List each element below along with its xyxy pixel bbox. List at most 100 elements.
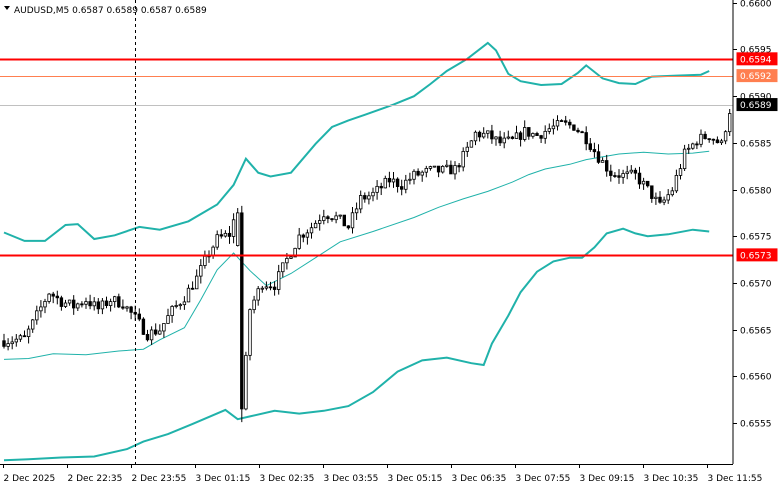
candle	[613, 172, 617, 178]
candle-body	[30, 319, 35, 330]
candle	[96, 298, 100, 314]
candle	[588, 138, 592, 152]
candle-body	[650, 185, 654, 199]
candle-body	[141, 318, 146, 335]
candle	[633, 167, 638, 180]
candle	[149, 326, 154, 345]
time-tick-label: 2 Dec 23:55	[132, 474, 187, 484]
candle	[666, 189, 670, 204]
dropdown-triangle-icon[interactable]	[4, 6, 10, 10]
candle	[330, 218, 334, 222]
candle	[342, 214, 346, 227]
candle-body	[158, 330, 162, 335]
candle	[440, 165, 445, 174]
price-tick-label: 0.6585	[740, 140, 772, 150]
candle-body	[149, 329, 154, 341]
candle	[51, 291, 55, 304]
candle	[309, 222, 314, 239]
candle-body	[543, 130, 547, 139]
candle	[47, 292, 51, 304]
candle	[477, 130, 482, 142]
candle	[506, 130, 510, 140]
candle-body	[55, 295, 59, 299]
candle	[350, 206, 355, 234]
candle-body	[10, 341, 14, 345]
candle-body	[35, 310, 39, 321]
candle-body	[334, 215, 338, 221]
candle-body	[613, 175, 617, 177]
candle	[10, 336, 14, 350]
candle-body	[420, 171, 424, 176]
candle-body	[719, 140, 724, 144]
candle-body	[633, 169, 638, 174]
candle	[564, 115, 568, 126]
candle-body	[416, 170, 420, 176]
candle	[391, 171, 396, 188]
candle-body	[215, 234, 219, 248]
candle	[728, 108, 732, 136]
candle	[371, 187, 375, 202]
candle-body	[682, 148, 687, 170]
candle-body	[408, 178, 412, 181]
candle-body	[440, 165, 445, 173]
candle	[650, 185, 654, 203]
candle	[326, 215, 330, 224]
candle-body	[43, 301, 47, 308]
candle	[547, 123, 551, 135]
candle	[227, 226, 232, 244]
candle	[133, 305, 137, 321]
candle	[170, 305, 174, 323]
candle-body	[711, 138, 715, 141]
candle-body	[568, 121, 572, 126]
candle	[719, 138, 724, 145]
candle	[457, 163, 461, 173]
candle	[367, 191, 371, 205]
candle-body	[182, 301, 187, 306]
candle-body	[153, 329, 158, 335]
candle-body	[125, 306, 129, 309]
time-tick-label: 2 Dec 2025	[4, 474, 56, 484]
candle-body	[391, 178, 396, 183]
candle	[158, 324, 162, 335]
candle-body	[256, 288, 260, 301]
candle-body	[346, 225, 351, 229]
candle-body	[59, 297, 64, 307]
level-tag-support-label: 0.6573	[740, 251, 772, 261]
level-tag-support-box	[736, 248, 778, 262]
candle	[26, 325, 31, 344]
candle-body	[293, 247, 297, 258]
candle-body	[506, 136, 510, 139]
candle	[723, 130, 728, 145]
candle-body	[322, 216, 326, 221]
candle	[2, 333, 6, 349]
price-tick-label: 0.6560	[740, 373, 772, 383]
candle-body	[646, 180, 650, 187]
candle-body	[592, 149, 597, 153]
candle-body	[18, 335, 23, 340]
candle	[551, 118, 556, 135]
candle-body	[678, 168, 683, 176]
candle-body	[252, 299, 256, 311]
candle-body	[326, 216, 330, 220]
candle	[481, 127, 486, 139]
candle	[178, 303, 182, 310]
candle	[63, 299, 68, 308]
candle-body	[354, 208, 359, 214]
candle	[465, 141, 469, 157]
candle-body	[227, 232, 232, 237]
candle	[358, 190, 363, 214]
candle-body	[625, 171, 629, 174]
candle-body	[494, 136, 498, 140]
candle	[473, 130, 478, 146]
candle-body	[596, 151, 601, 163]
candle-body	[469, 140, 474, 148]
candle	[621, 169, 625, 184]
candle	[436, 165, 441, 178]
candle-body	[342, 214, 346, 227]
candle	[670, 187, 674, 197]
candle-body	[559, 120, 564, 122]
candle-body	[527, 127, 531, 137]
candle-body	[629, 169, 633, 173]
